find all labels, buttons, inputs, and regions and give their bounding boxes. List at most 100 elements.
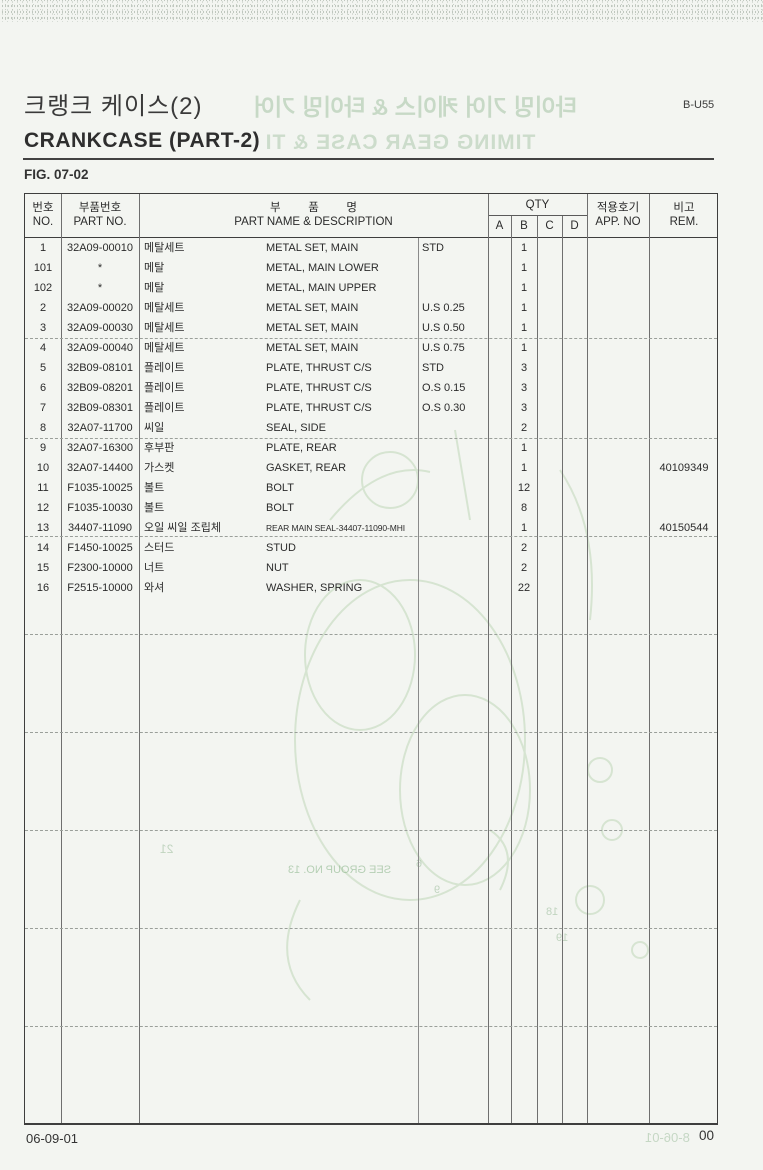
cell-part-no: F1450-10025 [67, 542, 133, 554]
cell-qty-a [488, 298, 511, 318]
cell-qty-a [488, 338, 511, 358]
col-header-qty-d: D [570, 220, 579, 232]
cell-app-no [587, 558, 649, 578]
grid-line-vertical [562, 216, 563, 1123]
table-row: 11 F1035-10025 볼트 BOLT 12 [25, 478, 717, 498]
grid-line-vertical [649, 194, 650, 1123]
cell-rem [649, 398, 719, 418]
table-row: 2 32A09-00020 메탈세트 METAL SET, MAIN U.S 0.25 1 [25, 298, 717, 318]
cell-qty-d [562, 578, 587, 598]
cell-qty-a [488, 358, 511, 378]
group-separator [25, 830, 717, 831]
cell-no: 12 [36, 502, 50, 514]
cell-name-kr: 와셔 [144, 582, 165, 594]
cell-qty-c [537, 478, 562, 498]
col-header-name-kr: 부품명 [270, 202, 385, 214]
grid-line-vertical [537, 216, 538, 1123]
cell-no: 9 [39, 442, 47, 454]
cell-name-en: BOLT [266, 482, 294, 494]
cell-qty-c [537, 538, 562, 558]
cell-name-en: PLATE, THRUST C/S [266, 382, 372, 394]
col-header-app-en: APP. NO [595, 216, 641, 228]
cell-name-en: METAL SET, MAIN [266, 302, 359, 314]
cell-rem [649, 258, 719, 278]
cell-name-kr: 스터드 [144, 542, 175, 554]
cell-part-no: 32B09-08301 [66, 402, 134, 414]
col-header-qty: QTY [488, 194, 587, 215]
cell-app-no [587, 238, 649, 258]
cell-app-no [587, 418, 649, 438]
col-header-part-kr: 부품번호 [78, 202, 122, 214]
cell-name-en: SEAL, SIDE [266, 422, 326, 434]
title-rule [23, 158, 714, 160]
footer-date: 06-09-01 [26, 1131, 79, 1146]
cell-rem [649, 358, 719, 378]
cell-rem [649, 338, 719, 358]
cell-qty-a [488, 538, 511, 558]
cell-qty-c [537, 278, 562, 298]
cell-qty-d [562, 438, 587, 458]
cell-no: 13 [36, 522, 50, 534]
cell-app-no [587, 358, 649, 378]
cell-name-en: STUD [266, 542, 296, 554]
cell-app-no [587, 278, 649, 298]
cell-rem [649, 558, 719, 578]
cell-qty-a [488, 238, 511, 258]
cell-qty-b: 22 [517, 582, 531, 594]
grid-line-vertical [61, 194, 62, 1123]
cell-app-no [587, 338, 649, 358]
cell-qty-c [537, 258, 562, 278]
grid-line-vertical [511, 216, 512, 1123]
cell-part-no: 32A07-11700 [67, 422, 133, 434]
cell-part-no: 32A07-16300 [66, 442, 134, 454]
cell-name-kr: 가스켓 [144, 462, 175, 474]
table-row: 6 32B09-08201 플레이트 PLATE, THRUST C/S O.S 0.1… [25, 378, 717, 398]
cell-no: 3 [39, 322, 47, 334]
cell-no: 10 [36, 462, 50, 474]
cell-no: 16 [36, 582, 50, 594]
cell-qty-a [488, 398, 511, 418]
col-header-app-no: 적용호기 APP. NO [587, 194, 649, 236]
cell-name-en: REAR MAIN SEAL-34407-11090-MHI [266, 523, 406, 533]
group-separator [25, 438, 717, 439]
cell-qty-a [488, 318, 511, 338]
cell-qty-d [562, 318, 587, 338]
cell-name-kr: 플레이트 [144, 382, 185, 394]
col-header-qty-label: QTY [525, 198, 550, 211]
cell-no: 14 [36, 542, 50, 554]
cell-rem [649, 538, 719, 558]
cell-name-en: GASKET, REAR [266, 462, 347, 474]
cell-app-no [587, 378, 649, 398]
grid-line-vertical [139, 194, 140, 1123]
cell-no: 2 [39, 302, 47, 314]
cell-qty-c [537, 238, 562, 258]
cell-qty-b: 1 [520, 342, 528, 354]
cell-name-en: PLATE, REAR [266, 442, 337, 454]
cell-qty-b: 1 [520, 442, 528, 454]
cell-app-no [587, 578, 649, 598]
cell-name-kr: 씨일 [144, 422, 165, 434]
cell-name-kr: 메탈 [144, 262, 165, 274]
cell-qty-d [562, 278, 587, 298]
cell-name-en: METAL, MAIN LOWER [266, 262, 379, 274]
cell-app-no [587, 458, 649, 478]
cell-rem [649, 278, 719, 298]
cell-size: U.S 0.75 [422, 342, 465, 354]
cell-qty-d [562, 418, 587, 438]
cell-qty-b: 1 [520, 282, 528, 294]
cell-qty-c [537, 438, 562, 458]
cell-no: 8 [39, 422, 47, 434]
scan-noise-band [0, 0, 763, 22]
cell-name-kr: 메탈세트 [144, 342, 185, 354]
cell-qty-a [488, 418, 511, 438]
cell-rem [649, 238, 719, 258]
cell-qty-b: 2 [520, 562, 528, 574]
cell-name-en: WASHER, SPRING [266, 582, 363, 594]
table-row: 16 F2515-10000 와셔 WASHER, SPRING 22 [25, 578, 717, 598]
cell-name-en: METAL SET, MAIN [266, 242, 359, 254]
cell-size: STD [422, 362, 444, 374]
cell-part-no: * [97, 262, 103, 274]
col-header-app-kr: 적용호기 [596, 202, 640, 214]
cell-no: 5 [39, 362, 47, 374]
cell-qty-c [537, 338, 562, 358]
